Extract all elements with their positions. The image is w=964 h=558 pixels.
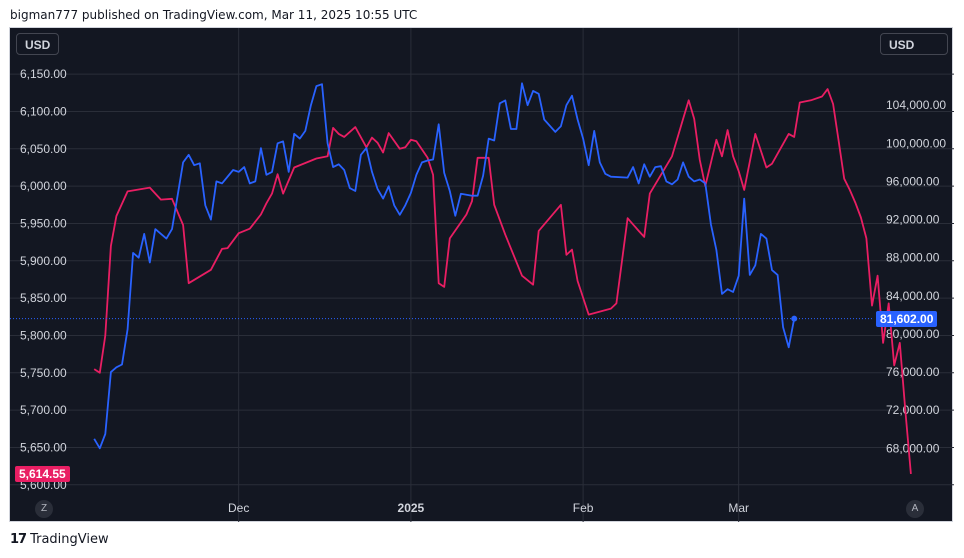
tradingview-logo-icon: 17 <box>10 532 27 547</box>
right-tick-label: 88,000.00 <box>886 251 940 265</box>
btc-line <box>93 82 796 450</box>
left-tick-label: 6,100.00 <box>20 104 67 118</box>
right-tick-label: 92,000.00 <box>886 213 940 227</box>
auto-scale-a-button[interactable]: A <box>906 500 924 518</box>
left-tick-label: 6,050.00 <box>20 142 67 156</box>
btc-last-price-label: 81,602.00 <box>876 310 938 327</box>
left-tick-label: 5,650.00 <box>20 440 67 454</box>
left-tick-label: 5,850.00 <box>20 291 67 305</box>
right-tick-label: 100,000.00 <box>886 136 946 150</box>
left-tick-label: 5,750.00 <box>20 366 67 380</box>
x-tick-label: 2025 <box>398 501 425 515</box>
left-tick-label: 6,150.00 <box>20 67 67 81</box>
left-tick-label: 5,700.00 <box>20 403 67 417</box>
right-tick-label: 80,000.00 <box>886 327 940 341</box>
right-tick-label: 96,000.00 <box>886 174 940 188</box>
auto-scale-z-button[interactable]: Z <box>35 500 53 518</box>
x-tick-label: Feb <box>573 501 594 515</box>
left-tick-label: 6,000.00 <box>20 179 67 193</box>
x-tick-label: Dec <box>228 501 249 515</box>
x-tick-label: Mar <box>728 501 749 515</box>
price-chart[interactable]: 5,600.005,650.005,700.005,750.005,800.00… <box>10 28 954 522</box>
btc-last-point <box>791 315 798 322</box>
tradingview-brand: TradingView <box>30 532 109 547</box>
left-currency-button[interactable]: USD <box>16 33 60 55</box>
tradingview-logo[interactable]: 17 TradingView <box>10 532 109 547</box>
left-tick-label: 5,800.00 <box>20 328 67 342</box>
chart-frame <box>9 27 953 522</box>
sp500-last-price-label: 5,614.55 <box>15 465 70 482</box>
sp500-line <box>93 88 912 474</box>
right-tick-label: 68,000.00 <box>886 441 940 455</box>
right-tick-label: 72,000.00 <box>886 403 940 417</box>
right-currency-button[interactable]: USD <box>880 33 948 55</box>
right-tick-label: 104,000.00 <box>886 98 946 112</box>
right-tick-label: 84,000.00 <box>886 289 940 303</box>
right-tick-label: 76,000.00 <box>886 365 940 379</box>
left-tick-label: 5,900.00 <box>20 254 67 268</box>
left-tick-label: 5,950.00 <box>20 216 67 230</box>
publisher-line: bigman777 published on TradingView.com, … <box>10 8 418 22</box>
